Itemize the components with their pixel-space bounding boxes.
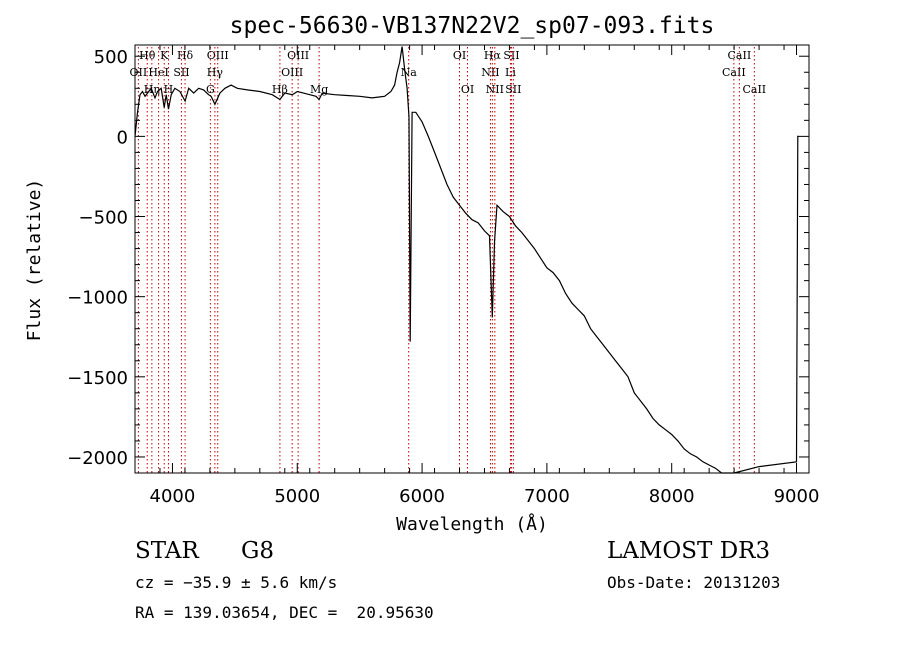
y-tick-label: 500: [94, 47, 128, 68]
marker-label-G: G: [206, 83, 215, 96]
marker-label-CaII-8542: CaII: [728, 49, 752, 62]
marker-label-NII-6548: NII: [481, 66, 499, 79]
object-subclass: G8: [241, 538, 275, 564]
survey-name: LAMOST DR3: [607, 538, 771, 564]
y-tick-labels: 500 0 −500 −1000 −1500 −2000: [67, 47, 128, 469]
x-axis-label: Wavelength (Å): [396, 513, 548, 535]
y-tick-label: −2000: [67, 448, 128, 469]
marker-label-H-theta: Hθ: [139, 49, 156, 62]
marker-label-K: K: [160, 49, 169, 62]
marker-label-OIII-5007: OIII: [287, 49, 309, 62]
spectral-line-markers: OIIHθHηHeIKHSIIHδGOIIIHγHβOIIIOIIIMgNaOI…: [130, 47, 766, 473]
marker-label-OI-6364: OI: [461, 83, 474, 96]
y-axis-label: Flux (relative): [24, 179, 45, 342]
x-tick-label: 9000: [774, 486, 820, 507]
coordinates: RA = 139.03654, DEC = 20.95630: [135, 603, 434, 622]
y-tick-label: −1500: [67, 368, 128, 389]
marker-label-CaII-8662: CaII: [742, 83, 766, 96]
object-class: STAR: [135, 538, 199, 564]
x-tick-label: 8000: [649, 486, 695, 507]
marker-label-NII-6583: NII: [486, 83, 504, 96]
marker-label-Na: Na: [401, 66, 418, 79]
x-tick-labels: 4000 5000 6000 7000 8000 9000: [150, 486, 820, 507]
marker-label-OIII-4363: OIII: [207, 49, 229, 62]
marker-label-H-delta: Hδ: [177, 49, 194, 62]
marker-label-Li: Li: [505, 66, 516, 79]
x-tick-label: 5000: [274, 486, 320, 507]
radial-velocity: cz = −35.9 ± 5.6 km/s: [135, 573, 338, 592]
marker-label-H-alpha: Hα: [484, 49, 502, 62]
y-tick-label: 0: [117, 127, 128, 148]
x-tick-label: 4000: [150, 486, 196, 507]
marker-label-OIII-4959: OIII: [281, 66, 303, 79]
y-tick-label: −1000: [67, 288, 128, 309]
marker-label-H-beta: Hβ: [272, 83, 288, 96]
spectrum-line: [134, 46, 799, 474]
x-tick-label: 6000: [399, 486, 445, 507]
axis-ticks: [134, 45, 810, 474]
plot-frame: [134, 44, 810, 474]
marker-label-HeI: HeI: [148, 66, 168, 79]
observation-date: Obs-Date: 20131203: [607, 573, 781, 592]
chart-title: spec-56630-VB137N22V2_sp07-093.fits: [230, 13, 715, 39]
marker-label-H: H: [164, 83, 174, 96]
marker-label-OI-6300: OI: [453, 49, 466, 62]
marker-label-SII-6731: SII: [505, 83, 521, 96]
marker-label-SII-6716: SII: [503, 49, 519, 62]
marker-label-SII-4072: SII: [173, 66, 189, 79]
marker-label-H-gamma: Hγ: [207, 66, 224, 79]
x-tick-label: 7000: [524, 486, 570, 507]
y-tick-label: −500: [79, 208, 128, 229]
marker-label-CaII-8498: CaII: [722, 66, 746, 79]
